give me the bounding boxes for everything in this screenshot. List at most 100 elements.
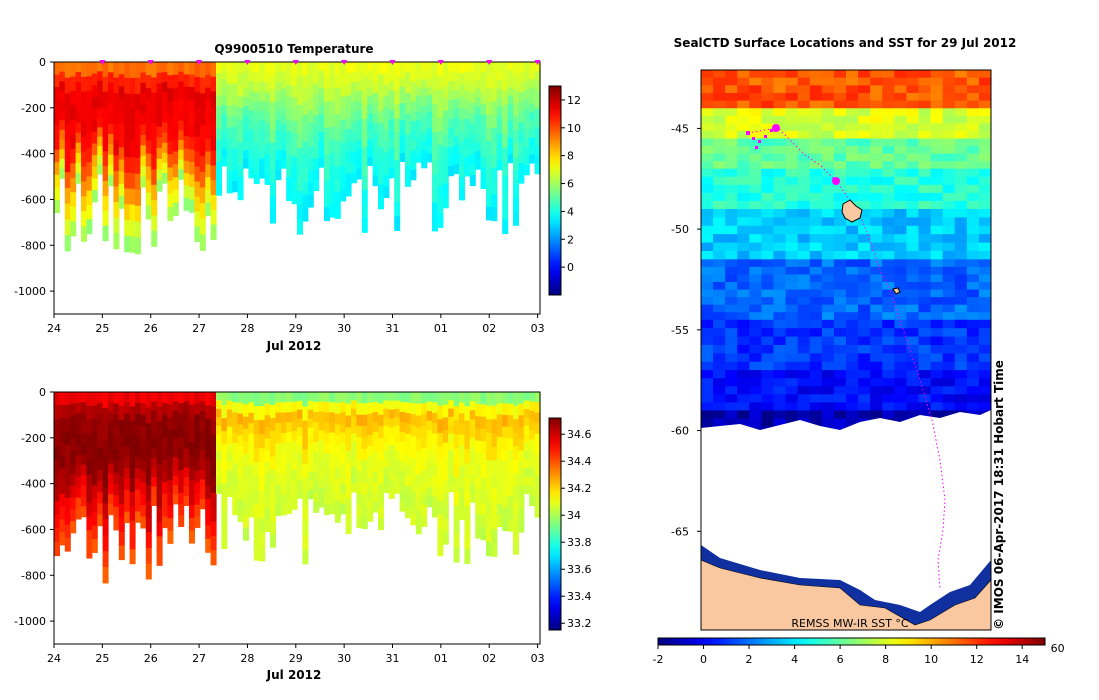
heatmap-column xyxy=(507,392,514,532)
sst-cell xyxy=(858,410,871,420)
heatmap-cell xyxy=(426,78,433,88)
sst-cell xyxy=(966,386,980,395)
heatmap-cell xyxy=(507,438,514,451)
sst-cell xyxy=(749,85,763,94)
sst-cell xyxy=(906,250,920,260)
heatmap-cell xyxy=(81,181,87,197)
heatmap-cell xyxy=(221,470,228,484)
heatmap-cell xyxy=(453,434,460,450)
sst-cell xyxy=(894,184,908,194)
sst-cell xyxy=(846,312,859,321)
heatmap-cell xyxy=(172,113,179,127)
sst-cell xyxy=(701,100,714,109)
heatmap-cell xyxy=(81,196,87,212)
sst-cell xyxy=(942,289,956,298)
heatmap-column xyxy=(81,62,87,242)
sst-cell xyxy=(882,289,895,298)
heatmap-cell xyxy=(475,88,482,99)
heatmap-cell xyxy=(86,90,93,106)
sst-cell xyxy=(773,328,787,338)
heatmap-cell xyxy=(75,142,82,154)
heatmap-column xyxy=(415,392,422,535)
heatmap-cell xyxy=(313,72,320,85)
sst-cell xyxy=(858,312,871,321)
heatmap-column xyxy=(442,392,449,545)
heatmap-cell xyxy=(189,404,195,418)
sst-cell xyxy=(930,153,944,162)
sst-cell xyxy=(809,394,823,403)
heatmap-cell xyxy=(291,411,298,422)
heatmap-cell xyxy=(205,538,212,553)
sst-cell xyxy=(725,138,738,147)
heatmap-cell xyxy=(291,73,298,87)
sst-cell xyxy=(906,242,920,252)
heatmap-cell xyxy=(410,120,417,132)
heatmap-cell xyxy=(270,392,276,406)
y-tick-label: -1000 xyxy=(14,615,46,628)
heatmap-cell xyxy=(199,156,206,173)
heatmap-cell xyxy=(491,207,498,222)
heatmap-cell xyxy=(183,448,190,459)
heatmap-cell xyxy=(151,169,158,186)
sst-cell xyxy=(918,328,932,338)
heatmap-cell xyxy=(394,188,401,203)
sst-cell xyxy=(954,146,968,155)
heatmap-cell xyxy=(210,435,217,451)
sst-cell xyxy=(882,319,895,329)
heatmap-cell xyxy=(313,179,320,192)
heatmap-cell xyxy=(502,392,509,405)
sst-cell xyxy=(846,274,859,283)
heatmap-cell xyxy=(442,122,449,136)
sst-cell xyxy=(966,274,980,283)
sst-cell xyxy=(846,168,859,178)
sst-cell xyxy=(846,225,859,235)
heatmap-cell xyxy=(286,85,293,98)
heatmap-cell xyxy=(216,425,222,435)
heatmap-cell xyxy=(162,172,168,184)
heatmap-cell xyxy=(259,71,266,82)
heatmap-cell xyxy=(216,139,222,152)
heatmap-column xyxy=(113,392,120,531)
ice-shelf-edge xyxy=(701,545,991,625)
sst-cell xyxy=(821,138,835,147)
sst-cell xyxy=(846,123,859,132)
sst-cell xyxy=(821,386,835,395)
y-tick-label: -200 xyxy=(21,432,46,445)
heatmap-cell xyxy=(410,91,417,102)
heatmap-cell xyxy=(437,541,444,557)
heatmap-column xyxy=(151,392,158,506)
heatmap-column xyxy=(324,62,330,222)
sst-cell xyxy=(894,361,908,371)
heatmap-cell xyxy=(426,468,433,479)
sst-cell xyxy=(785,184,799,194)
heatmap-column xyxy=(264,392,271,533)
sst-cell xyxy=(846,108,859,117)
sst-cell xyxy=(930,200,944,210)
heatmap-cell xyxy=(291,62,298,75)
heatmap-cell xyxy=(448,147,455,158)
heatmap-cell xyxy=(135,109,141,127)
heatmap-cell xyxy=(140,114,147,126)
sst-cell xyxy=(966,250,980,260)
heatmap-cell xyxy=(432,402,438,414)
heatmap-cell xyxy=(529,137,536,147)
sst-cell xyxy=(906,176,920,186)
heatmap-cell xyxy=(183,467,190,478)
heatmap-cell xyxy=(280,79,287,90)
heatmap-cell xyxy=(81,91,87,108)
heatmap-cell xyxy=(178,470,185,483)
heatmap-cell xyxy=(97,89,104,100)
sst-cell xyxy=(846,297,859,306)
heatmap-column xyxy=(496,392,503,528)
heatmap-column xyxy=(334,62,341,219)
heatmap-cell xyxy=(469,492,476,503)
sst-cell xyxy=(930,92,944,102)
sst-cell xyxy=(821,242,835,252)
heatmap-cell xyxy=(237,188,244,201)
surfacing-marker xyxy=(196,60,203,65)
heatmap-cell xyxy=(253,406,260,421)
heatmap-cell xyxy=(448,441,455,451)
sst-cell xyxy=(978,266,991,276)
heatmap-cell xyxy=(97,436,104,449)
sst-cell xyxy=(833,234,847,244)
